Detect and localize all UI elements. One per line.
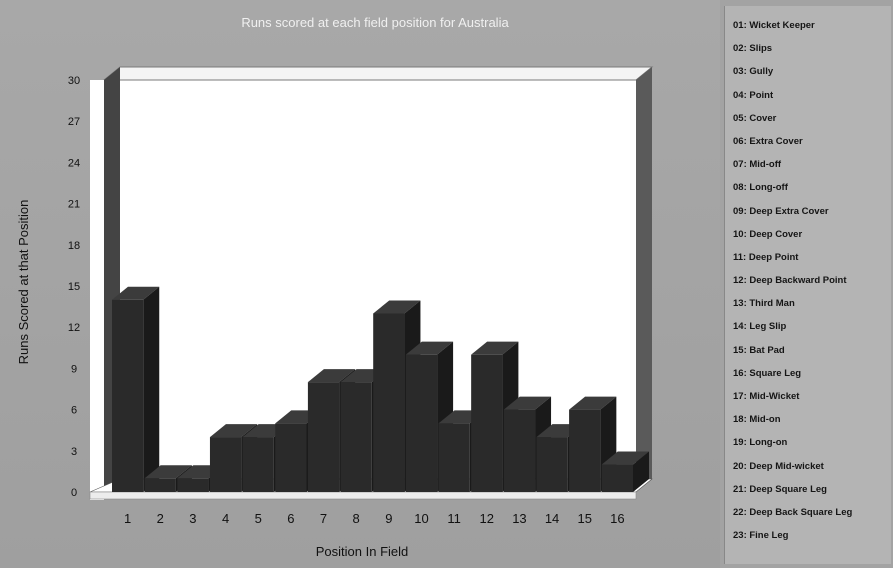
legend-item: 20: Deep Mid-wicket (733, 460, 824, 472)
chart-title: Runs scored at each field position for A… (241, 15, 509, 30)
legend-item: 23: Fine Leg (733, 530, 789, 542)
y-tick-label: 9 (71, 363, 77, 375)
bar-top (471, 341, 519, 355)
bar-side (633, 451, 649, 492)
x-tick-label: 6 (287, 511, 294, 526)
bar-top (503, 396, 552, 410)
legend-item: 03: Gully (733, 66, 774, 78)
legend-item: 01: Wicket Keeper (733, 20, 815, 31)
legend-item: 12: Deep Backward Point (733, 275, 847, 287)
legend-item: 08: Long-off (733, 182, 788, 194)
x-tick-label: 11 (447, 511, 461, 526)
y-axis-strip (90, 80, 104, 500)
x-tick-label: 12 (480, 511, 494, 526)
legend-item: 16: Square Leg (733, 367, 802, 379)
floor-front-edge (89, 491, 637, 500)
y-tick-label: 18 (68, 240, 80, 252)
bar-top (209, 424, 258, 438)
x-tick-label: 14 (545, 511, 559, 526)
bar-front (340, 382, 372, 492)
bar-1 (112, 286, 160, 492)
legend-item: 13: Third Man (733, 298, 795, 310)
legend-item: 06: Extra Cover (733, 135, 803, 147)
x-tick-label: 3 (189, 511, 196, 526)
x-tick-label: 13 (512, 511, 526, 526)
bar-front (373, 313, 405, 492)
x-tick-label: 8 (353, 511, 360, 526)
legend-item: 02: Slips (733, 43, 773, 55)
plot-right-wall (636, 67, 652, 492)
plot-top-edge (102, 66, 654, 81)
legend-item: 09: Deep Extra Cover (733, 205, 829, 217)
legend-item: 14: Leg Slip (733, 321, 787, 333)
bar-side (143, 286, 160, 492)
bar-16 (601, 451, 649, 492)
bar-top (307, 369, 356, 383)
x-tick-label: 1 (124, 511, 131, 526)
bar-front (438, 423, 470, 492)
chart-area: Runs scored at each field position for A… (0, 0, 720, 568)
y-tick-label: 27 (68, 116, 80, 128)
y-tick-label: 3 (71, 446, 77, 458)
y-tick-label: 12 (68, 322, 80, 334)
bar-top (569, 396, 617, 410)
legend-item: 11: Deep Point (733, 251, 799, 263)
legend-item: 15: Bat Pad (733, 344, 785, 356)
y-tick-label: 21 (68, 199, 80, 211)
x-tick-label: 7 (320, 511, 327, 526)
bar-front (177, 478, 209, 492)
legend-item: 18: Mid-on (733, 414, 781, 426)
bar-front (275, 423, 307, 492)
bar-top (373, 300, 421, 314)
legend-item: 05: Cover (733, 112, 777, 124)
bar-front (471, 354, 503, 492)
legend-list: 01: Wicket Keeper 02: Slips 03: Gully 04: P… (725, 6, 891, 547)
bar-top (144, 465, 192, 479)
x-tick-label: 2 (157, 511, 164, 526)
x-tick-label: 4 (222, 511, 229, 526)
x-tick-label: 16 (610, 511, 624, 526)
bar-front (242, 437, 274, 492)
y-axis-label: Runs Scored at that Position (16, 200, 31, 365)
y-tick-label: 0 (71, 487, 77, 499)
legend-item: 17: Mid-Wicket (733, 391, 800, 402)
bar-top (405, 341, 454, 355)
legend-item: 04: Point (733, 89, 774, 101)
x-tick-label: 15 (577, 511, 591, 526)
bar-front (569, 409, 601, 492)
legend-item: 10: Deep Cover (733, 228, 803, 240)
bar-top (112, 286, 160, 300)
bar-front (601, 464, 633, 492)
bar-front (536, 437, 568, 492)
legend-panel: 01: Wicket Keeper 02: Slips 03: Gully 04: P… (724, 6, 891, 564)
legend-item: 19: Long-on (733, 437, 788, 449)
y-tick-label: 6 (71, 405, 77, 417)
y-tick-label: 24 (68, 157, 80, 169)
x-axis-label: Position In Field (316, 544, 409, 559)
bar-chart: Runs scored at each field position for A… (16, 15, 654, 559)
y-tick-label: 30 (68, 75, 80, 87)
bar-front (209, 437, 242, 492)
x-tick-label: 9 (385, 511, 392, 526)
bar-front (144, 478, 176, 492)
y-tick-label: 15 (68, 281, 80, 293)
bar-front (112, 299, 144, 492)
bar-front (405, 354, 438, 492)
bar-front (503, 409, 536, 492)
x-tick-label: 5 (255, 511, 262, 526)
legend-item: 21: Deep Square Leg (733, 483, 827, 495)
x-tick-label: 10 (414, 511, 428, 526)
legend-item: 22: Deep Back Square Leg (733, 506, 853, 518)
bar-front (307, 382, 340, 492)
bar-top (601, 451, 649, 465)
legend-item: 07: Mid-off (733, 159, 782, 171)
